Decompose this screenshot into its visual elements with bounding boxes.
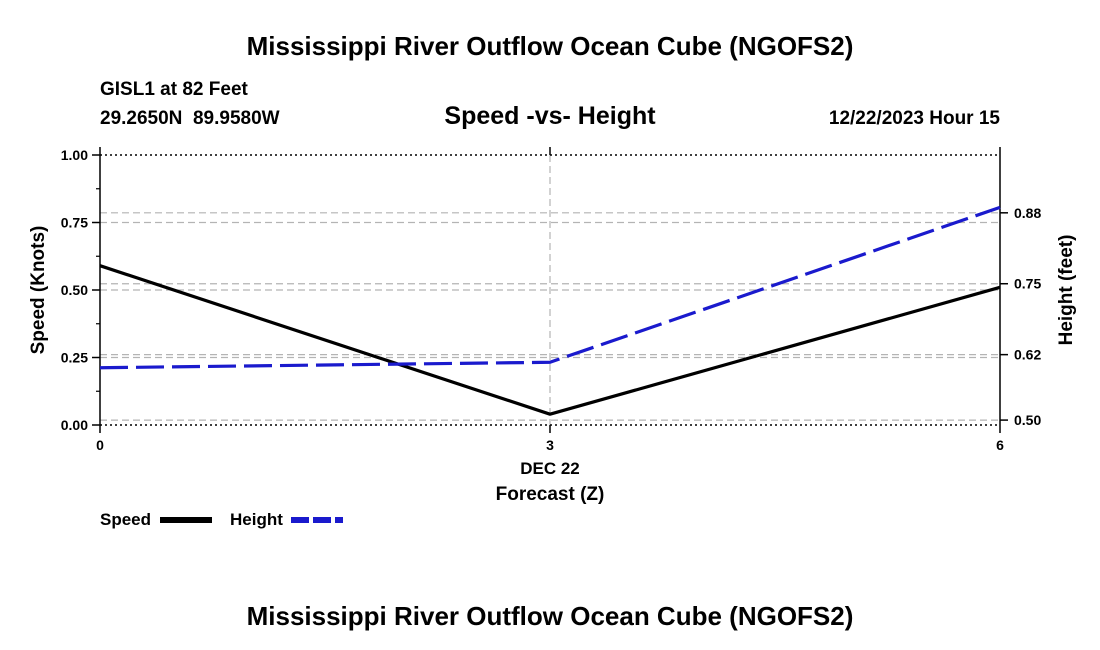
left-tick-label-2: 0.50 [61,282,88,298]
y-right-axis-label: Height (feet) [1056,235,1077,346]
x-tick-label-0: 0 [96,437,104,453]
legend-label-height: Height [230,510,283,529]
x-date-label: DEC 22 [520,459,580,478]
series [99,205,1001,416]
x-tick-label-1: 3 [546,437,554,453]
legend-label-speed: Speed [100,510,151,529]
right-tick-label-2: 0.75 [1014,276,1041,292]
page-title: Mississippi River Outflow Ocean Cube (NG… [247,31,854,61]
left-tick-label-1: 0.25 [61,350,88,366]
left-tick-label-4: 1.00 [61,147,88,163]
x-axis-ticks: 0 3 6 [96,147,1004,453]
chart-title: Speed -vs- Height [444,102,656,130]
x-tick-label-2: 6 [996,437,1004,453]
left-tick-label-3: 0.75 [61,215,88,231]
legend: Speed Height [100,510,343,529]
right-tick-label-3: 0.88 [1014,205,1041,221]
x-axis-label: Forecast (Z) [496,484,605,505]
right-tick-label-1: 0.62 [1014,347,1041,363]
series-line-speed [99,264,1001,416]
station-coords: 29.2650N 89.9580W [100,108,280,129]
date-label: 12/22/2023 Hour 15 [829,108,1001,129]
right-tick-label-0: 0.50 [1014,412,1041,428]
right-axis-ticks: 0.50 0.62 0.75 0.88 [1000,205,1041,428]
station-name: GISL1 at 82 Feet [100,79,249,100]
y-left-axis-label: Speed (Knots) [28,226,49,355]
left-tick-label-0: 0.00 [61,417,88,433]
left-axis-ticks: 0.00 0.25 0.50 0.75 1.00 [61,147,100,433]
footer-title: Mississippi River Outflow Ocean Cube (NG… [247,601,854,631]
series-line-height [99,205,1001,370]
grid [100,155,1000,425]
